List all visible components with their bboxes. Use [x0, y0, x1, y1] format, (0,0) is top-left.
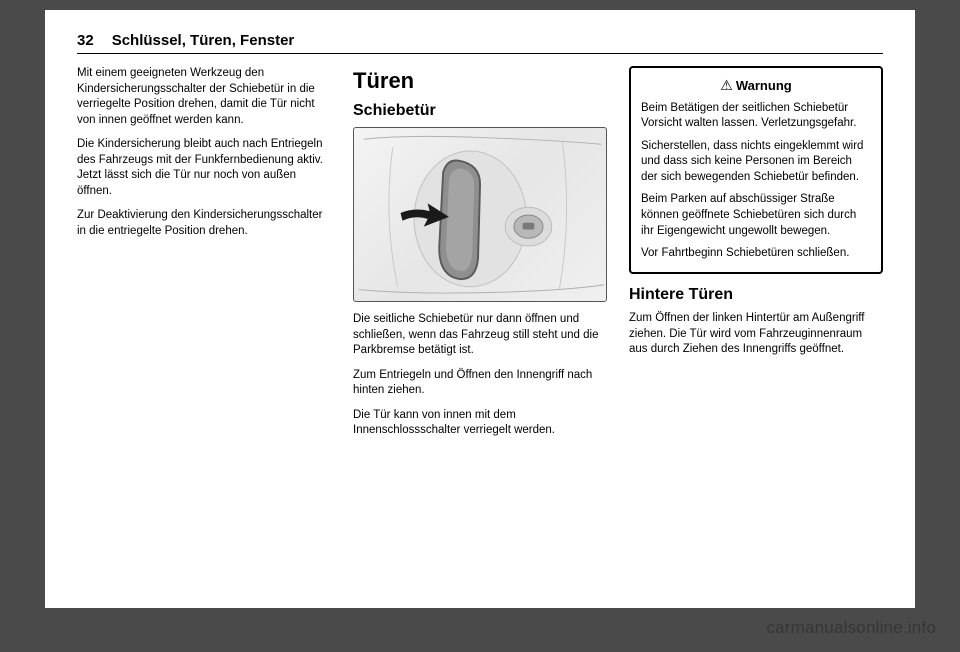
warning-text: Sicherstellen, dass nichts eingeklemmt w…	[641, 139, 871, 186]
warning-box: Warnung Beim Betätigen der seitlichen Sc…	[629, 66, 883, 274]
warning-text: Beim Betätigen der seitlichen Schiebetür…	[641, 101, 871, 132]
body-text: Die Tür kann von innen mit dem Innenschl…	[353, 408, 607, 439]
body-text: Mit einem geeigneten Werkzeug den Kinder…	[77, 66, 331, 128]
section-heading: Türen	[353, 66, 607, 96]
body-text: Zum Öffnen der linken Hintertür am Außen…	[629, 311, 883, 358]
column-2: Türen Schiebetür	[353, 66, 607, 448]
door-handle-figure	[353, 127, 607, 302]
column-1: Mit einem geeigneten Werkzeug den Kinder…	[77, 66, 331, 448]
manual-page: 32 Schlüssel, Türen, Fenster Mit einem g…	[45, 10, 915, 608]
page-number: 32	[77, 32, 94, 49]
body-text: Zum Entriegeln und Öffnen den Innengriff…	[353, 368, 607, 399]
column-3: Warnung Beim Betätigen der seitlichen Sc…	[629, 66, 883, 448]
warning-text: Vor Fahrtbeginn Schiebetüren schließen.	[641, 246, 871, 262]
subsection-heading: Hintere Türen	[629, 284, 883, 306]
watermark: carmanualsonline.info	[766, 618, 936, 638]
chapter-title: Schlüssel, Türen, Fenster	[112, 32, 295, 49]
body-text: Die seitliche Schiebetür nur dann öffnen…	[353, 312, 607, 359]
content-columns: Mit einem geeigneten Werkzeug den Kinder…	[77, 66, 883, 448]
body-text: Die Kindersicherung bleibt auch nach Ent…	[77, 137, 331, 199]
body-text: Zur Deaktivierung den Kindersicherungssc…	[77, 208, 331, 239]
door-handle-illustration	[354, 128, 606, 301]
warning-text: Beim Parken auf abschüssiger Straße könn…	[641, 192, 871, 239]
page-header: 32 Schlüssel, Türen, Fenster	[77, 32, 883, 54]
warning-title: Warnung	[641, 76, 871, 95]
subsection-heading: Schiebetür	[353, 100, 607, 122]
